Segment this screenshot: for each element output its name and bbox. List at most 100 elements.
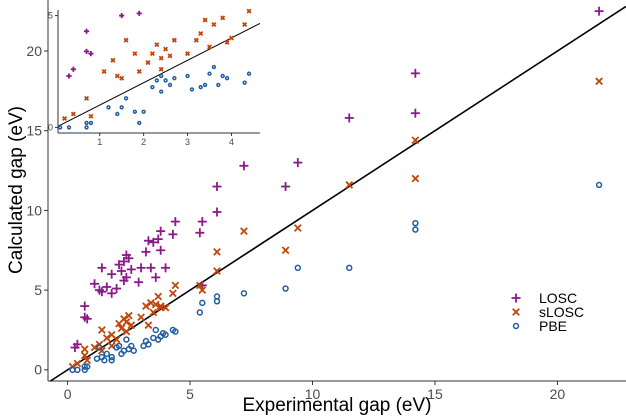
main-point-pbe bbox=[74, 366, 81, 374]
main-y-tick-label: 10 bbox=[26, 202, 42, 218]
inset-point-pbe bbox=[150, 84, 155, 90]
main-point-slosc bbox=[127, 321, 136, 330]
inset-point-slosc bbox=[154, 42, 160, 48]
main-point-pbe bbox=[145, 341, 152, 348]
inset-point-slosc bbox=[158, 66, 164, 72]
legend-label-slosc: sLOSC bbox=[539, 304, 584, 320]
inset-point-slosc bbox=[62, 115, 68, 121]
main-point-slosc bbox=[83, 356, 92, 365]
main-point-pbe bbox=[162, 331, 169, 338]
main-x-tick-label: 15 bbox=[427, 386, 443, 402]
main-point-slosc bbox=[122, 318, 131, 326]
main-point-losc bbox=[80, 301, 90, 311]
inset-y-ticks: 05 bbox=[48, 11, 58, 133]
main-point-losc bbox=[212, 207, 222, 217]
main-point-pbe bbox=[412, 226, 419, 233]
main-y-ticks: 0 5 10 15 20 bbox=[26, 43, 48, 378]
inset-point-slosc bbox=[163, 46, 169, 52]
inset-x-tick-label: 1 bbox=[97, 137, 102, 147]
inset-point-slosc bbox=[114, 73, 120, 79]
main-x-ticks: 0 5 10 15 20 bbox=[64, 381, 565, 402]
main-point-losc bbox=[410, 108, 420, 118]
main-point-losc bbox=[116, 266, 126, 276]
main-point-losc bbox=[107, 269, 117, 279]
inset-point-slosc bbox=[206, 44, 213, 50]
main-point-slosc bbox=[411, 174, 420, 183]
main-point-slosc bbox=[122, 327, 131, 336]
main-point-losc bbox=[153, 234, 163, 244]
inset-point-slosc bbox=[193, 37, 199, 43]
inset-point-slosc bbox=[84, 95, 90, 101]
inset-point-pbe bbox=[198, 84, 203, 90]
inset-point-pbe bbox=[202, 82, 208, 88]
legend-label-losc: LOSC bbox=[539, 290, 577, 306]
main-point-slosc bbox=[117, 324, 126, 333]
inset-point-pbe bbox=[115, 111, 120, 117]
main-y-tick-label: 0 bbox=[34, 362, 42, 378]
main-point-slosc bbox=[102, 334, 111, 342]
main-point-losc bbox=[107, 288, 117, 298]
inset-point-pbe bbox=[159, 73, 164, 79]
inset-point-slosc bbox=[242, 22, 248, 28]
inset-point-slosc bbox=[132, 51, 138, 57]
main-reference-line bbox=[50, 5, 626, 382]
inset-point-slosc bbox=[136, 68, 142, 75]
main-points bbox=[68, 6, 604, 374]
main-point-losc bbox=[90, 279, 100, 289]
inset-point-pbe bbox=[167, 82, 173, 88]
main-point-pbe bbox=[101, 357, 108, 364]
main-point-slosc bbox=[154, 292, 163, 301]
main-point-losc bbox=[156, 245, 166, 255]
main-point-losc bbox=[293, 158, 303, 168]
inset-point-pbe bbox=[123, 96, 129, 101]
main-point-slosc bbox=[151, 300, 160, 309]
main-point-slosc bbox=[281, 246, 290, 255]
main-point-slosc bbox=[112, 335, 121, 344]
inset-point-slosc bbox=[110, 57, 116, 63]
inset-point-pbe bbox=[159, 89, 164, 94]
inset-point-losc bbox=[66, 73, 72, 79]
inset-y-tick-label: 5 bbox=[48, 11, 53, 21]
inset-point-pbe bbox=[172, 76, 177, 81]
inset-point-slosc bbox=[70, 111, 76, 117]
main-point-slosc bbox=[195, 281, 204, 290]
inset-point-losc bbox=[83, 48, 90, 54]
inset-point-slosc bbox=[88, 113, 94, 119]
main-point-pbe bbox=[108, 357, 115, 364]
main-point-losc bbox=[136, 263, 146, 273]
main-point-losc bbox=[161, 263, 171, 273]
inset-point-slosc bbox=[198, 30, 204, 36]
main-point-pbe bbox=[96, 344, 103, 351]
main-point-slosc bbox=[240, 227, 248, 236]
main-point-pbe bbox=[282, 285, 289, 292]
inset-point-pbe bbox=[132, 109, 138, 114]
inset-point-pbe bbox=[189, 87, 195, 92]
main-point-pbe bbox=[172, 328, 179, 335]
inset-point-pbe bbox=[224, 76, 230, 81]
main-point-losc bbox=[112, 284, 122, 294]
main-point-losc bbox=[168, 229, 178, 239]
main-point-losc bbox=[156, 226, 166, 236]
inset-point-slosc bbox=[211, 22, 217, 28]
inset-point-slosc bbox=[149, 51, 155, 57]
main-point-slosc bbox=[411, 136, 420, 145]
main-point-losc bbox=[281, 182, 291, 192]
main-point-losc bbox=[410, 68, 420, 78]
main-y-axis-title: Calculated gap (eV) bbox=[6, 106, 27, 274]
main-point-pbe bbox=[123, 336, 130, 343]
legend-marker-slosc bbox=[512, 308, 520, 316]
main-point-losc bbox=[97, 263, 107, 273]
main-point-losc bbox=[148, 237, 158, 247]
inset-x-tick-label: 2 bbox=[141, 137, 146, 147]
main-point-slosc bbox=[73, 359, 82, 368]
inset-point-pbe bbox=[211, 64, 217, 70]
main-point-slosc bbox=[144, 321, 153, 330]
main-point-losc bbox=[114, 260, 124, 270]
inset-point-slosc bbox=[167, 53, 173, 59]
inset-x-tick-label: 4 bbox=[229, 137, 234, 147]
inset-point-pbe bbox=[154, 78, 159, 83]
main-point-losc bbox=[82, 314, 92, 324]
inset-points bbox=[58, 8, 252, 130]
main-point-pbe bbox=[103, 350, 111, 358]
